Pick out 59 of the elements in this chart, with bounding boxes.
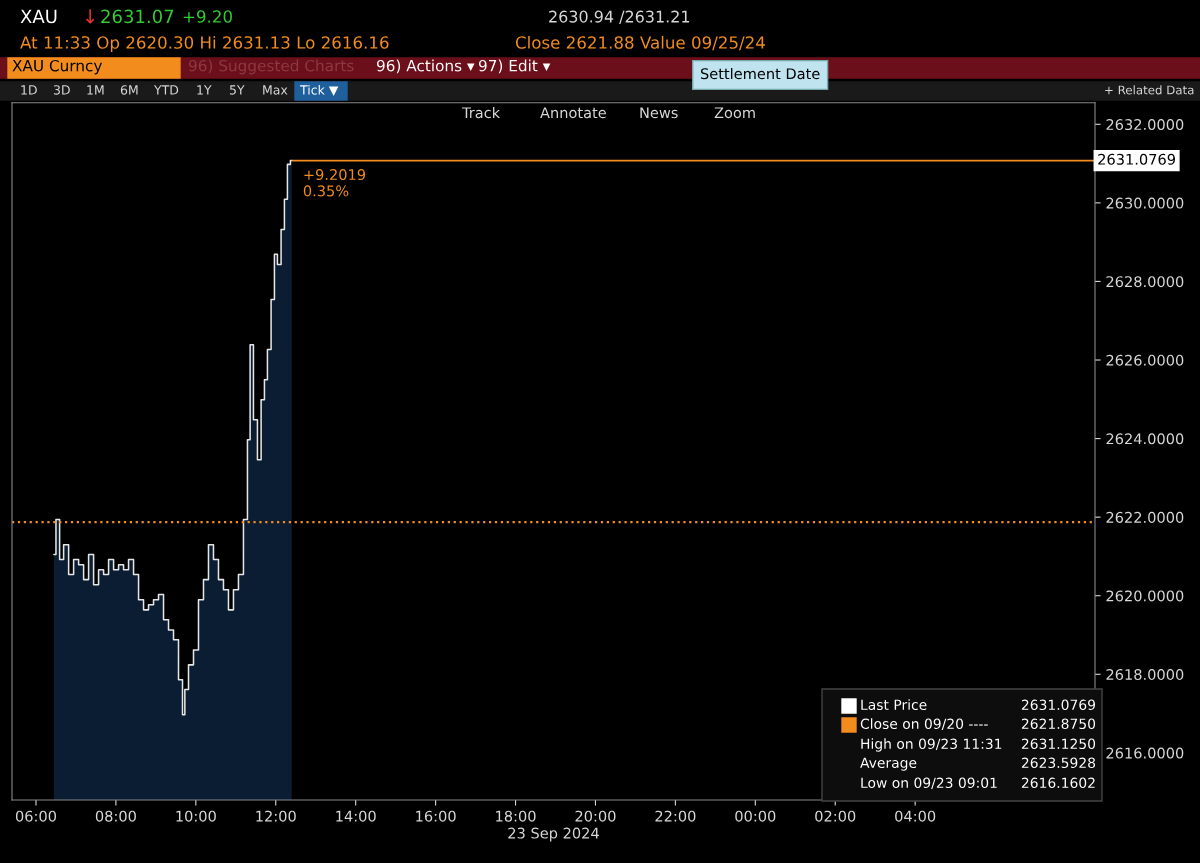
y-tick-label: 2624.0000	[1106, 433, 1184, 445]
x-tick-label: 20:00	[575, 810, 616, 822]
y-tick-label: 2616.0000	[1106, 747, 1184, 759]
ref-line-label: 2631.0769	[1098, 153, 1175, 165]
text: 1Y	[197, 85, 212, 95]
y-tick-label: 2618.0000	[1106, 669, 1184, 681]
annotation: 2621.8750	[1021, 718, 1096, 730]
text: ↓	[85, 9, 95, 24]
annotation: Low on 09/23 09:01	[861, 777, 997, 790]
text: Close 2621.88 Value 09/25/24	[515, 35, 765, 51]
annotation: 2616.1602	[1021, 777, 1095, 789]
text: XAU Curncy	[12, 59, 102, 75]
x-tick-label: 22:00	[655, 810, 696, 822]
annotation: 2631.1250	[1021, 738, 1096, 750]
x-tick-label: 06:00	[15, 810, 57, 822]
x-axis-title: 23 Sep 2024	[508, 827, 599, 842]
text: Tick ▼	[299, 84, 339, 96]
annotation: Zoom	[714, 107, 755, 119]
text: Max	[263, 85, 288, 95]
annotation: News	[640, 107, 678, 119]
annotation: Track	[461, 106, 501, 119]
annotation: High on 09/23 11:31	[861, 738, 1002, 752]
x-tick-label: 14:00	[336, 810, 376, 822]
y-tick-label: 2628.0000	[1106, 276, 1184, 288]
text: +9.20	[183, 10, 232, 23]
y-tick-label: 2630.0000	[1106, 197, 1184, 209]
text: + Related Data	[1105, 85, 1194, 95]
text: At 11:33 Op 2620.30 Hi 2631.13 Lo 2616.16	[20, 35, 389, 53]
text: 2630.94 /2631.21	[549, 10, 690, 24]
x-tick-label: 00:00	[735, 810, 776, 822]
annotation: +9.2019 0.35%	[303, 169, 366, 197]
text: 1M	[87, 85, 104, 95]
text: 97) Edit ▾	[478, 59, 551, 74]
y-tick-label: 2632.0000	[1106, 119, 1184, 131]
x-tick-label: 08:00	[95, 810, 136, 822]
x-tick-label: 04:00	[895, 810, 936, 822]
x-tick-label: 10:00	[176, 810, 216, 822]
text: Settlement Date	[700, 67, 820, 80]
text: 1D	[21, 85, 37, 95]
y-tick-label: 2626.0000	[1106, 354, 1184, 366]
annotation: Average	[860, 757, 917, 771]
y-tick-label: 2622.0000	[1106, 511, 1184, 523]
annotation: Annotate	[540, 107, 606, 119]
annotation: 2623.5928	[1021, 757, 1096, 769]
annotation: Close on 09/20 ----	[860, 718, 988, 731]
x-tick-label: 16:00	[416, 810, 456, 822]
text: XAU	[20, 9, 57, 24]
x-tick-label: 02:00	[815, 810, 856, 822]
y-tick-label: 2620.0000	[1106, 590, 1184, 602]
annotation: Last Price	[861, 699, 927, 711]
annotation: 2631.0769	[1021, 699, 1096, 711]
text: 2631.07	[101, 9, 174, 24]
text: 6M	[120, 85, 138, 95]
text: 3D	[53, 85, 70, 95]
text: 96) Actions ▾	[376, 59, 475, 74]
text: YTD	[153, 85, 179, 95]
text: 5Y	[229, 85, 245, 95]
x-tick-label: 12:00	[256, 810, 296, 822]
x-tick-label: 18:00	[496, 810, 536, 822]
